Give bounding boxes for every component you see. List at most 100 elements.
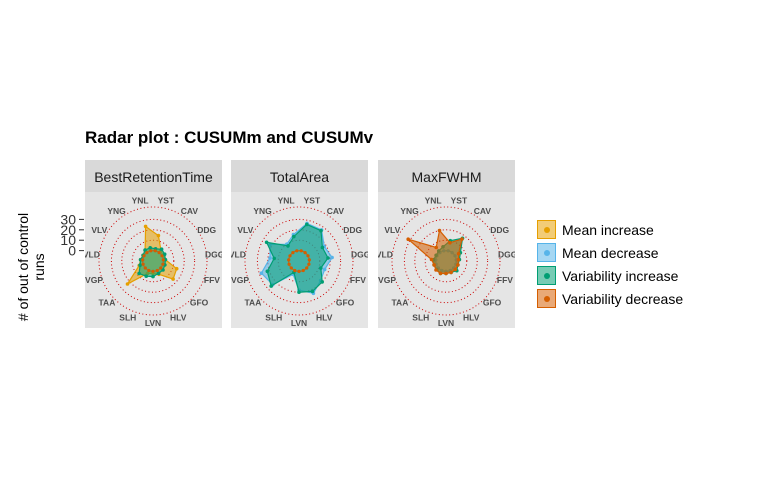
data-point <box>143 248 147 252</box>
data-point <box>147 268 151 273</box>
legend-label: Variability decrease <box>562 290 684 307</box>
facet-strip-label: BestRetentionTime <box>85 160 222 192</box>
axis-label-ddg: DDG <box>197 225 216 235</box>
data-point <box>295 249 299 253</box>
data-point <box>142 254 146 258</box>
axis-label-ffv: FFV <box>204 275 220 285</box>
axis-label-gfo: GFO <box>190 297 209 307</box>
axis-label-yng: YNG <box>107 206 126 216</box>
data-point <box>449 270 453 275</box>
axis-label-yng: YNG <box>253 206 272 216</box>
axis-label-cav: CAV <box>327 206 345 216</box>
facet-strip-label: MaxFWHM <box>378 160 515 192</box>
data-point <box>272 256 276 261</box>
data-point <box>171 277 175 281</box>
data-point <box>297 269 301 273</box>
axis-label-dgg: DGG <box>498 250 515 260</box>
radar-panel: YST CAV DDG DGG FFV GFO HLV LVN SLH TAA VGP VLD VLV Y… <box>85 192 222 328</box>
data-point <box>264 240 269 245</box>
data-point <box>153 249 157 253</box>
data-point <box>125 282 130 286</box>
data-point <box>320 245 325 250</box>
axis-label-ynl: YNL <box>278 195 295 205</box>
axis-label-ynl: YNL <box>425 195 442 205</box>
radar-grid: YSTCAVDDGDGGFFVGFOHLVLVNSLHTAAVGPVLDVLVY… <box>231 195 368 328</box>
legend-item-variability-decrease: Variability decrease <box>537 287 683 310</box>
axis-label-slh: SLH <box>265 313 282 323</box>
data-point <box>319 228 323 233</box>
data-point <box>156 271 161 276</box>
series-variability-increase <box>264 222 330 294</box>
data-point <box>287 262 291 266</box>
radar-panel: YST CAV DDG DGG FFV GFO HLV LVN SLH TAA VGP VLD VLV Y… <box>231 192 368 328</box>
data-point <box>434 245 438 250</box>
data-point <box>268 256 272 260</box>
data-point <box>460 237 464 241</box>
chart-title: Radar plot : CUSUMm and CUSUMv <box>85 128 374 147</box>
grid-ring <box>131 239 175 283</box>
legend-key <box>537 266 556 285</box>
facet-total-area: TotalArea YST CAV DDG DGG FFV GFO HLV LVN SLH TAA… <box>231 160 368 328</box>
data-point <box>310 289 315 294</box>
data-point <box>161 258 165 262</box>
axis-label-vlv: VLV <box>91 225 107 235</box>
axis-label-vld: VLD <box>231 250 246 260</box>
radar-grid: YSTCAVDDGDGGFFVGFOHLVLVNSLHTAAVGPVLDVLVY… <box>85 195 222 328</box>
grid-ring <box>110 218 196 304</box>
data-point <box>151 274 155 279</box>
axis-label-gfo: GFO <box>336 297 355 307</box>
legend-key <box>537 220 556 239</box>
axis-label-vgp: VGP <box>231 275 249 285</box>
data-point <box>144 274 148 278</box>
axis-label-ynl: YNL <box>132 195 149 205</box>
data-point <box>306 254 310 258</box>
data-point <box>143 224 148 229</box>
axis-label-hlv: HLV <box>463 313 480 323</box>
data-point <box>145 251 149 255</box>
data-point <box>456 263 460 267</box>
data-point <box>456 257 461 262</box>
data-point <box>293 268 297 273</box>
axis-label-taa: TAA <box>245 297 262 307</box>
data-point <box>151 269 155 273</box>
data-point <box>138 263 142 267</box>
data-point <box>330 255 334 260</box>
data-point <box>319 266 323 270</box>
grid-ring-outer <box>244 206 354 316</box>
data-point <box>259 271 264 275</box>
series-variability-decrease <box>406 228 464 276</box>
data-point <box>141 262 145 266</box>
facet-best-retention-time: BestRetentionTime YST CAV DDG DGG FFV GFO HLV L… <box>85 160 222 328</box>
legend: Mean increase Mean decrease Variability … <box>537 218 683 310</box>
grid-ring <box>403 218 489 304</box>
grid-ring <box>424 239 468 283</box>
axis-label-lvn: LVN <box>291 318 307 328</box>
data-point <box>448 240 452 245</box>
y-axis-title: # of out of control runs <box>6 205 76 329</box>
axis-label-ffv: FFV <box>497 275 513 285</box>
axis-label-hlv: HLV <box>170 313 187 323</box>
axis-label-yst: YST <box>451 195 468 205</box>
data-point <box>429 257 434 262</box>
data-point <box>141 258 145 262</box>
data-point <box>287 258 291 262</box>
axis-label-dgg: DGG <box>351 250 368 260</box>
series-area <box>265 223 329 293</box>
axis-label-slh: SLH <box>412 313 429 323</box>
legend-label: Mean decrease <box>562 244 659 261</box>
grid-ring-outer <box>98 206 208 316</box>
axis-label-yng: YNG <box>400 206 419 216</box>
data-point <box>432 263 436 267</box>
axis-label-taa: TAA <box>99 297 116 307</box>
data-point <box>307 258 311 262</box>
data-point <box>297 290 301 294</box>
legend-item-mean-decrease: Mean decrease <box>537 241 683 264</box>
grid-ring <box>256 218 342 304</box>
legend-item-variability-increase: Variability increase <box>537 264 683 287</box>
data-point <box>265 269 270 274</box>
series-area <box>407 229 463 275</box>
data-point <box>320 280 324 284</box>
radar-panel: YST CAV DDG DGG FFV GFO HLV LVN SLH TAA VGP VLD VLV Y… <box>378 192 515 328</box>
data-point <box>269 284 273 288</box>
data-point <box>149 249 153 253</box>
